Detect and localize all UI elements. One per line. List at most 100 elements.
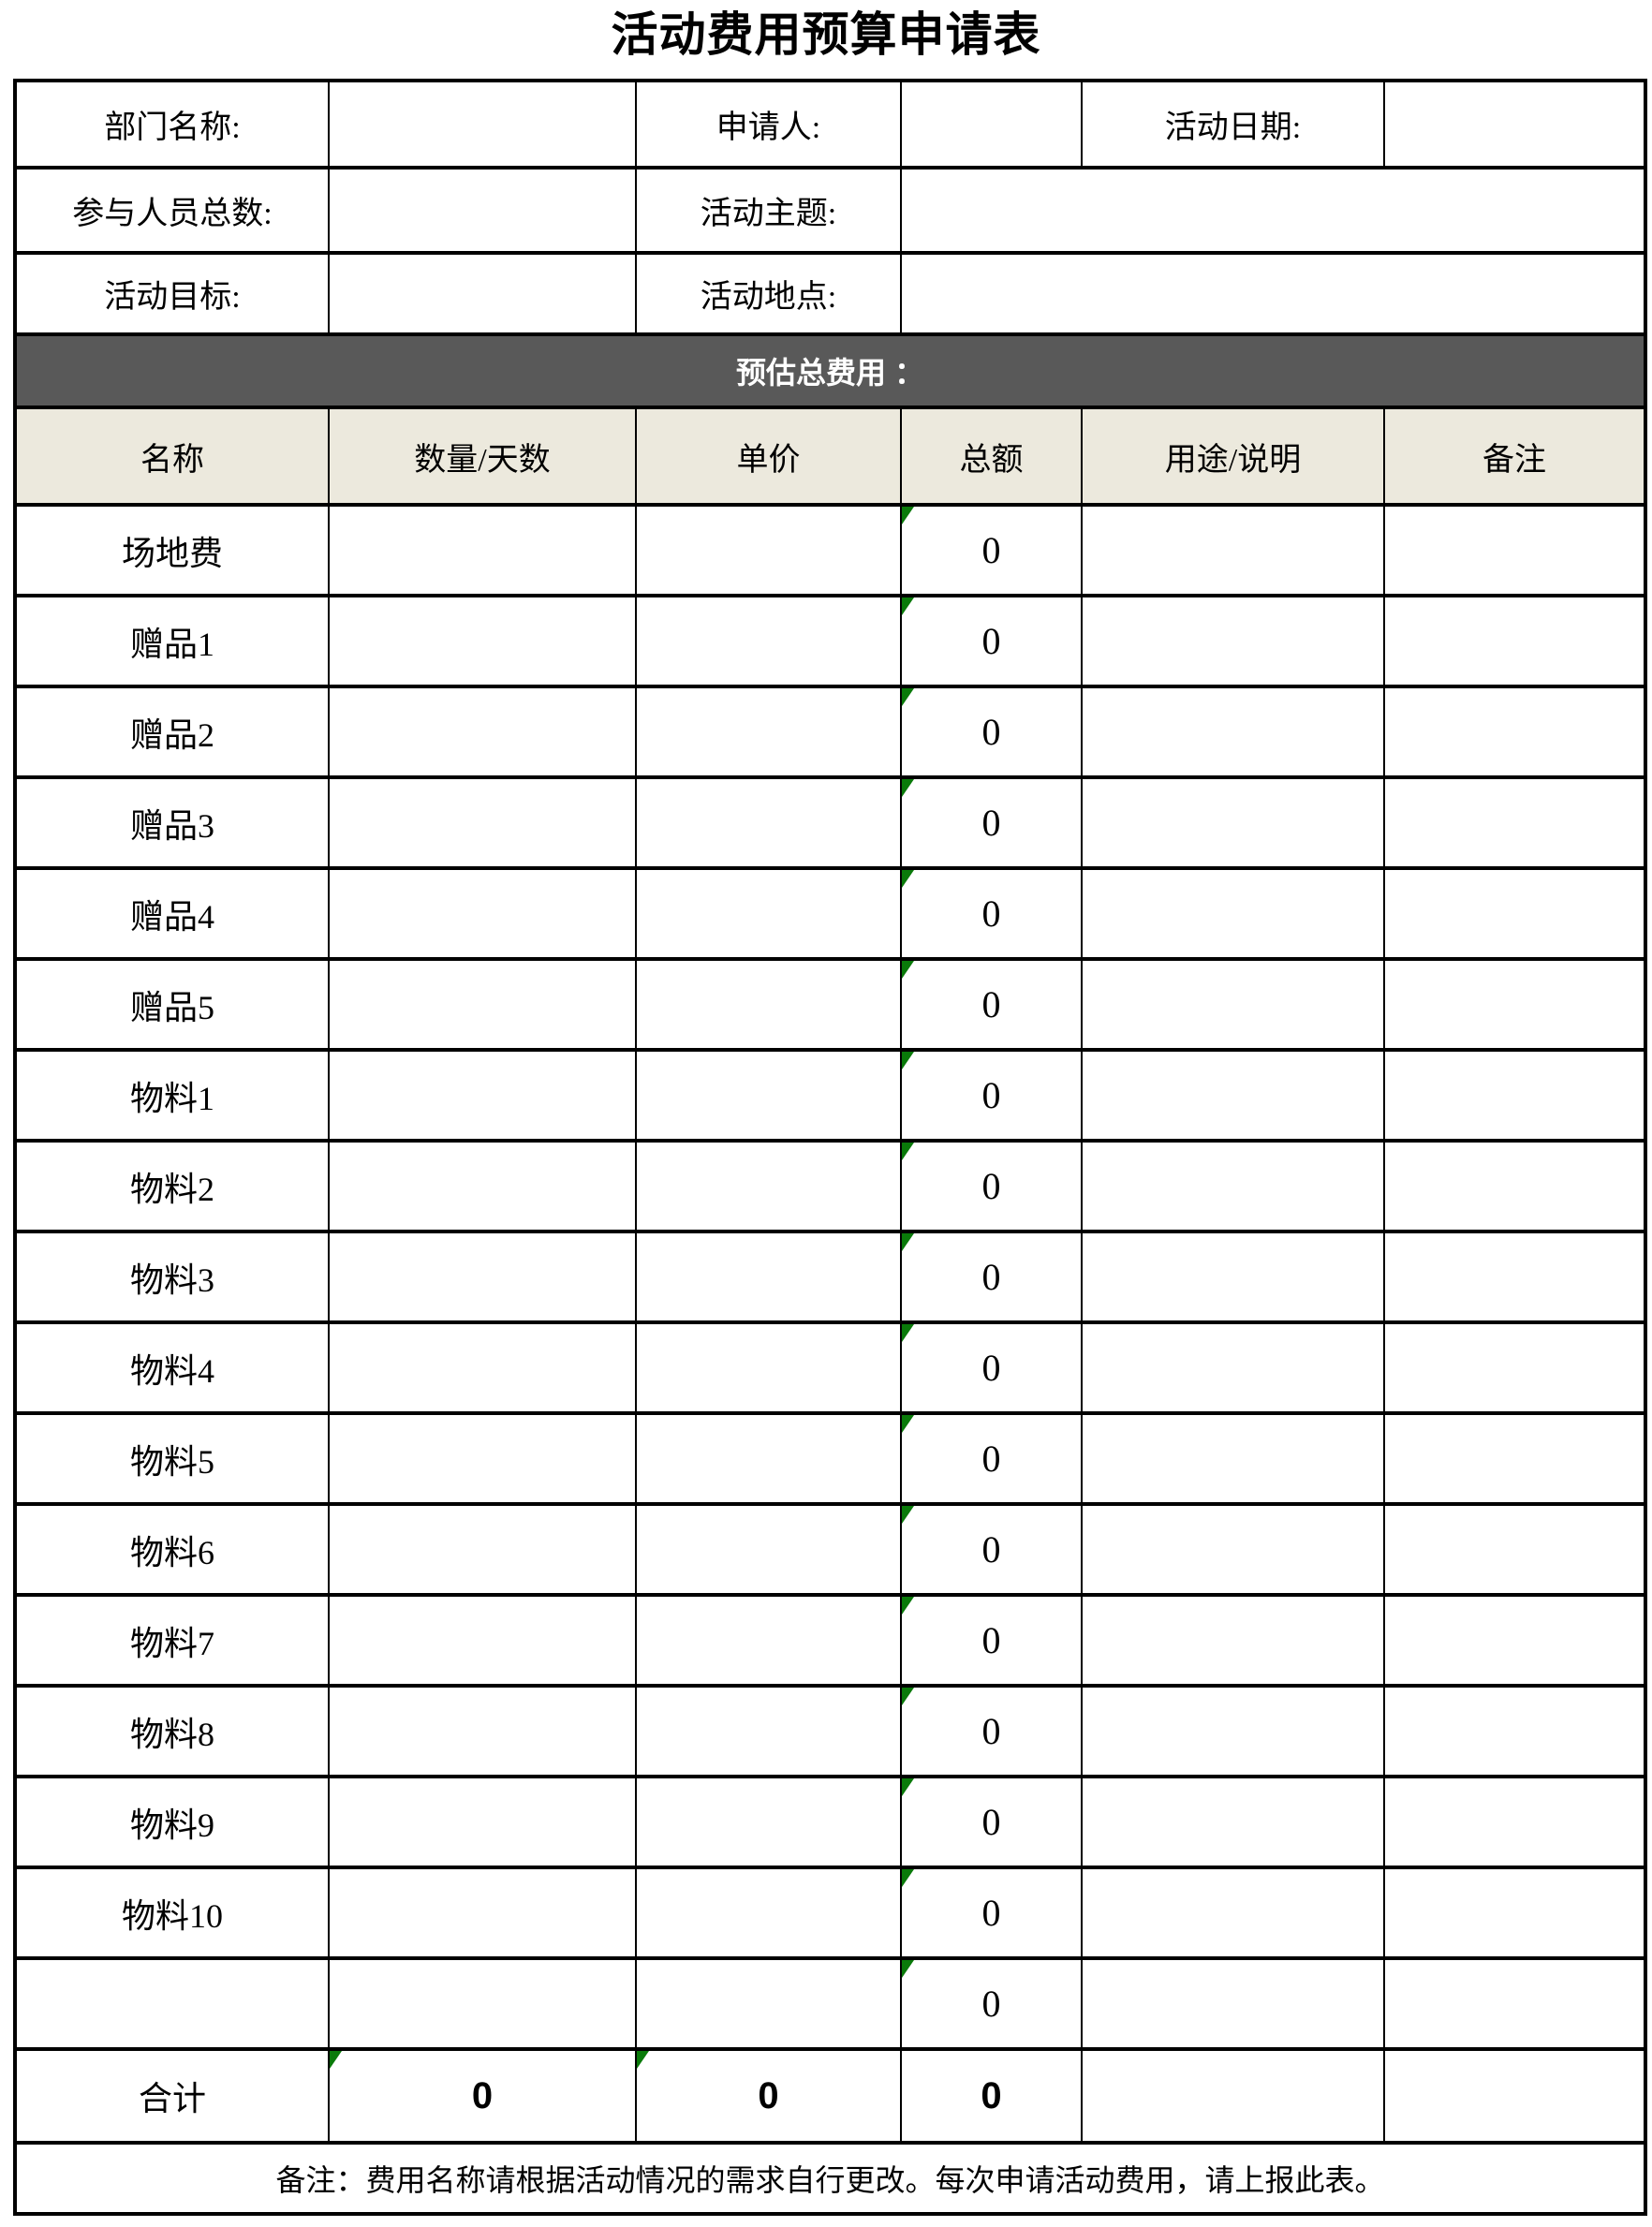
note-cell[interactable]: [1383, 1593, 1646, 1688]
qty-cell[interactable]: [328, 1956, 637, 2051]
total-cell[interactable]: 0: [900, 1048, 1083, 1143]
total-cell[interactable]: 0: [900, 1684, 1083, 1778]
note-cell[interactable]: [1383, 685, 1646, 779]
grand-total-amount-cell[interactable]: 0: [900, 2047, 1083, 2145]
total-cell[interactable]: 0: [900, 1230, 1083, 1324]
qty-cell[interactable]: [328, 1684, 637, 1778]
unit-price-cell[interactable]: [635, 1684, 902, 1778]
note-cell[interactable]: [1383, 1956, 1646, 2051]
total-cell[interactable]: 0: [900, 1593, 1083, 1688]
note-cell[interactable]: [1383, 1866, 1646, 1960]
total-cell[interactable]: 0: [900, 1775, 1083, 1869]
grand-total-qty-cell[interactable]: 0: [328, 2047, 637, 2145]
purpose-cell[interactable]: [1081, 1320, 1385, 1415]
qty-cell[interactable]: [328, 1230, 637, 1324]
unit-price-cell[interactable]: [635, 594, 902, 688]
total-cell[interactable]: 0: [900, 594, 1083, 688]
unit-price-cell[interactable]: [635, 1866, 902, 1960]
total-cell[interactable]: 0: [900, 1139, 1083, 1233]
unit-price-cell[interactable]: [635, 503, 902, 597]
activity-location-input[interactable]: [900, 251, 1646, 336]
grand-total-unit-cell[interactable]: 0: [635, 2047, 902, 2145]
department-name-input[interactable]: [328, 79, 637, 170]
unit-price-cell[interactable]: [635, 1048, 902, 1143]
unit-price-cell[interactable]: [635, 775, 902, 870]
applicant-input[interactable]: [900, 79, 1083, 170]
purpose-cell[interactable]: [1081, 1684, 1385, 1778]
purpose-cell[interactable]: [1081, 1956, 1385, 2051]
total-cell[interactable]: 0: [900, 866, 1083, 961]
total-cell[interactable]: 0: [900, 1411, 1083, 1506]
purpose-cell[interactable]: [1081, 1866, 1385, 1960]
purpose-cell[interactable]: [1081, 685, 1385, 779]
note-cell[interactable]: [1383, 1502, 1646, 1597]
note-cell[interactable]: [1383, 503, 1646, 597]
total-cell[interactable]: 0: [900, 1956, 1083, 2051]
grand-total-note-cell[interactable]: [1383, 2047, 1646, 2145]
purpose-cell[interactable]: [1081, 1139, 1385, 1233]
purpose-cell[interactable]: [1081, 775, 1385, 870]
qty-cell[interactable]: [328, 1139, 637, 1233]
note-cell[interactable]: [1383, 594, 1646, 688]
purpose-cell[interactable]: [1081, 1048, 1385, 1143]
purpose-cell[interactable]: [1081, 1775, 1385, 1869]
activity-theme-input[interactable]: [900, 166, 1646, 255]
table-row: 赠品1 0: [14, 594, 1646, 688]
purpose-cell[interactable]: [1081, 1502, 1385, 1597]
total-cell[interactable]: 0: [900, 1866, 1083, 1960]
note-cell[interactable]: [1383, 957, 1646, 1052]
purpose-cell[interactable]: [1081, 1593, 1385, 1688]
qty-cell[interactable]: [328, 866, 637, 961]
qty-cell[interactable]: [328, 1775, 637, 1869]
total-cell[interactable]: 0: [900, 957, 1083, 1052]
purpose-cell[interactable]: [1081, 1411, 1385, 1506]
participants-input[interactable]: [328, 166, 637, 255]
qty-cell[interactable]: [328, 1048, 637, 1143]
unit-price-cell[interactable]: [635, 685, 902, 779]
total-cell[interactable]: 0: [900, 775, 1083, 870]
qty-cell[interactable]: [328, 1502, 637, 1597]
qty-cell[interactable]: [328, 775, 637, 870]
qty-cell[interactable]: [328, 1411, 637, 1506]
purpose-cell[interactable]: [1081, 957, 1385, 1052]
unit-price-cell[interactable]: [635, 1230, 902, 1324]
qty-cell[interactable]: [328, 1320, 637, 1415]
unit-price-cell[interactable]: [635, 866, 902, 961]
activity-date-input[interactable]: [1383, 79, 1646, 170]
purpose-cell[interactable]: [1081, 866, 1385, 961]
total-cell[interactable]: 0: [900, 685, 1083, 779]
total-cell[interactable]: 0: [900, 1320, 1083, 1415]
unit-price-cell[interactable]: [635, 1502, 902, 1597]
qty-cell[interactable]: [328, 685, 637, 779]
note-cell[interactable]: [1383, 1139, 1646, 1233]
qty-cell[interactable]: [328, 1866, 637, 1960]
purpose-cell[interactable]: [1081, 503, 1385, 597]
note-cell[interactable]: [1383, 1320, 1646, 1415]
formula-indicator-icon: [903, 1599, 914, 1615]
note-cell[interactable]: [1383, 866, 1646, 961]
note-cell[interactable]: [1383, 1684, 1646, 1778]
note-cell[interactable]: [1383, 1048, 1646, 1143]
purpose-cell[interactable]: [1081, 1230, 1385, 1324]
note-cell[interactable]: [1383, 1775, 1646, 1869]
unit-price-cell[interactable]: [635, 1139, 902, 1233]
total-cell[interactable]: 0: [900, 1502, 1083, 1597]
qty-cell[interactable]: [328, 1593, 637, 1688]
unit-price-cell[interactable]: [635, 1320, 902, 1415]
activity-goal-input[interactable]: [328, 251, 637, 336]
unit-price-cell[interactable]: [635, 1411, 902, 1506]
unit-price-cell[interactable]: [635, 1956, 902, 2051]
unit-price-cell[interactable]: [635, 957, 902, 1052]
qty-cell[interactable]: [328, 594, 637, 688]
total-cell[interactable]: 0: [900, 503, 1083, 597]
purpose-cell[interactable]: [1081, 594, 1385, 688]
note-cell[interactable]: [1383, 1411, 1646, 1506]
note-cell[interactable]: [1383, 1230, 1646, 1324]
unit-price-cell[interactable]: [635, 1775, 902, 1869]
qty-cell[interactable]: [328, 957, 637, 1052]
grand-total-purpose-cell[interactable]: [1081, 2047, 1385, 2145]
unit-price-cell[interactable]: [635, 1593, 902, 1688]
qty-cell[interactable]: [328, 503, 637, 597]
note-cell[interactable]: [1383, 775, 1646, 870]
total-value: 0: [981, 1619, 1001, 1661]
